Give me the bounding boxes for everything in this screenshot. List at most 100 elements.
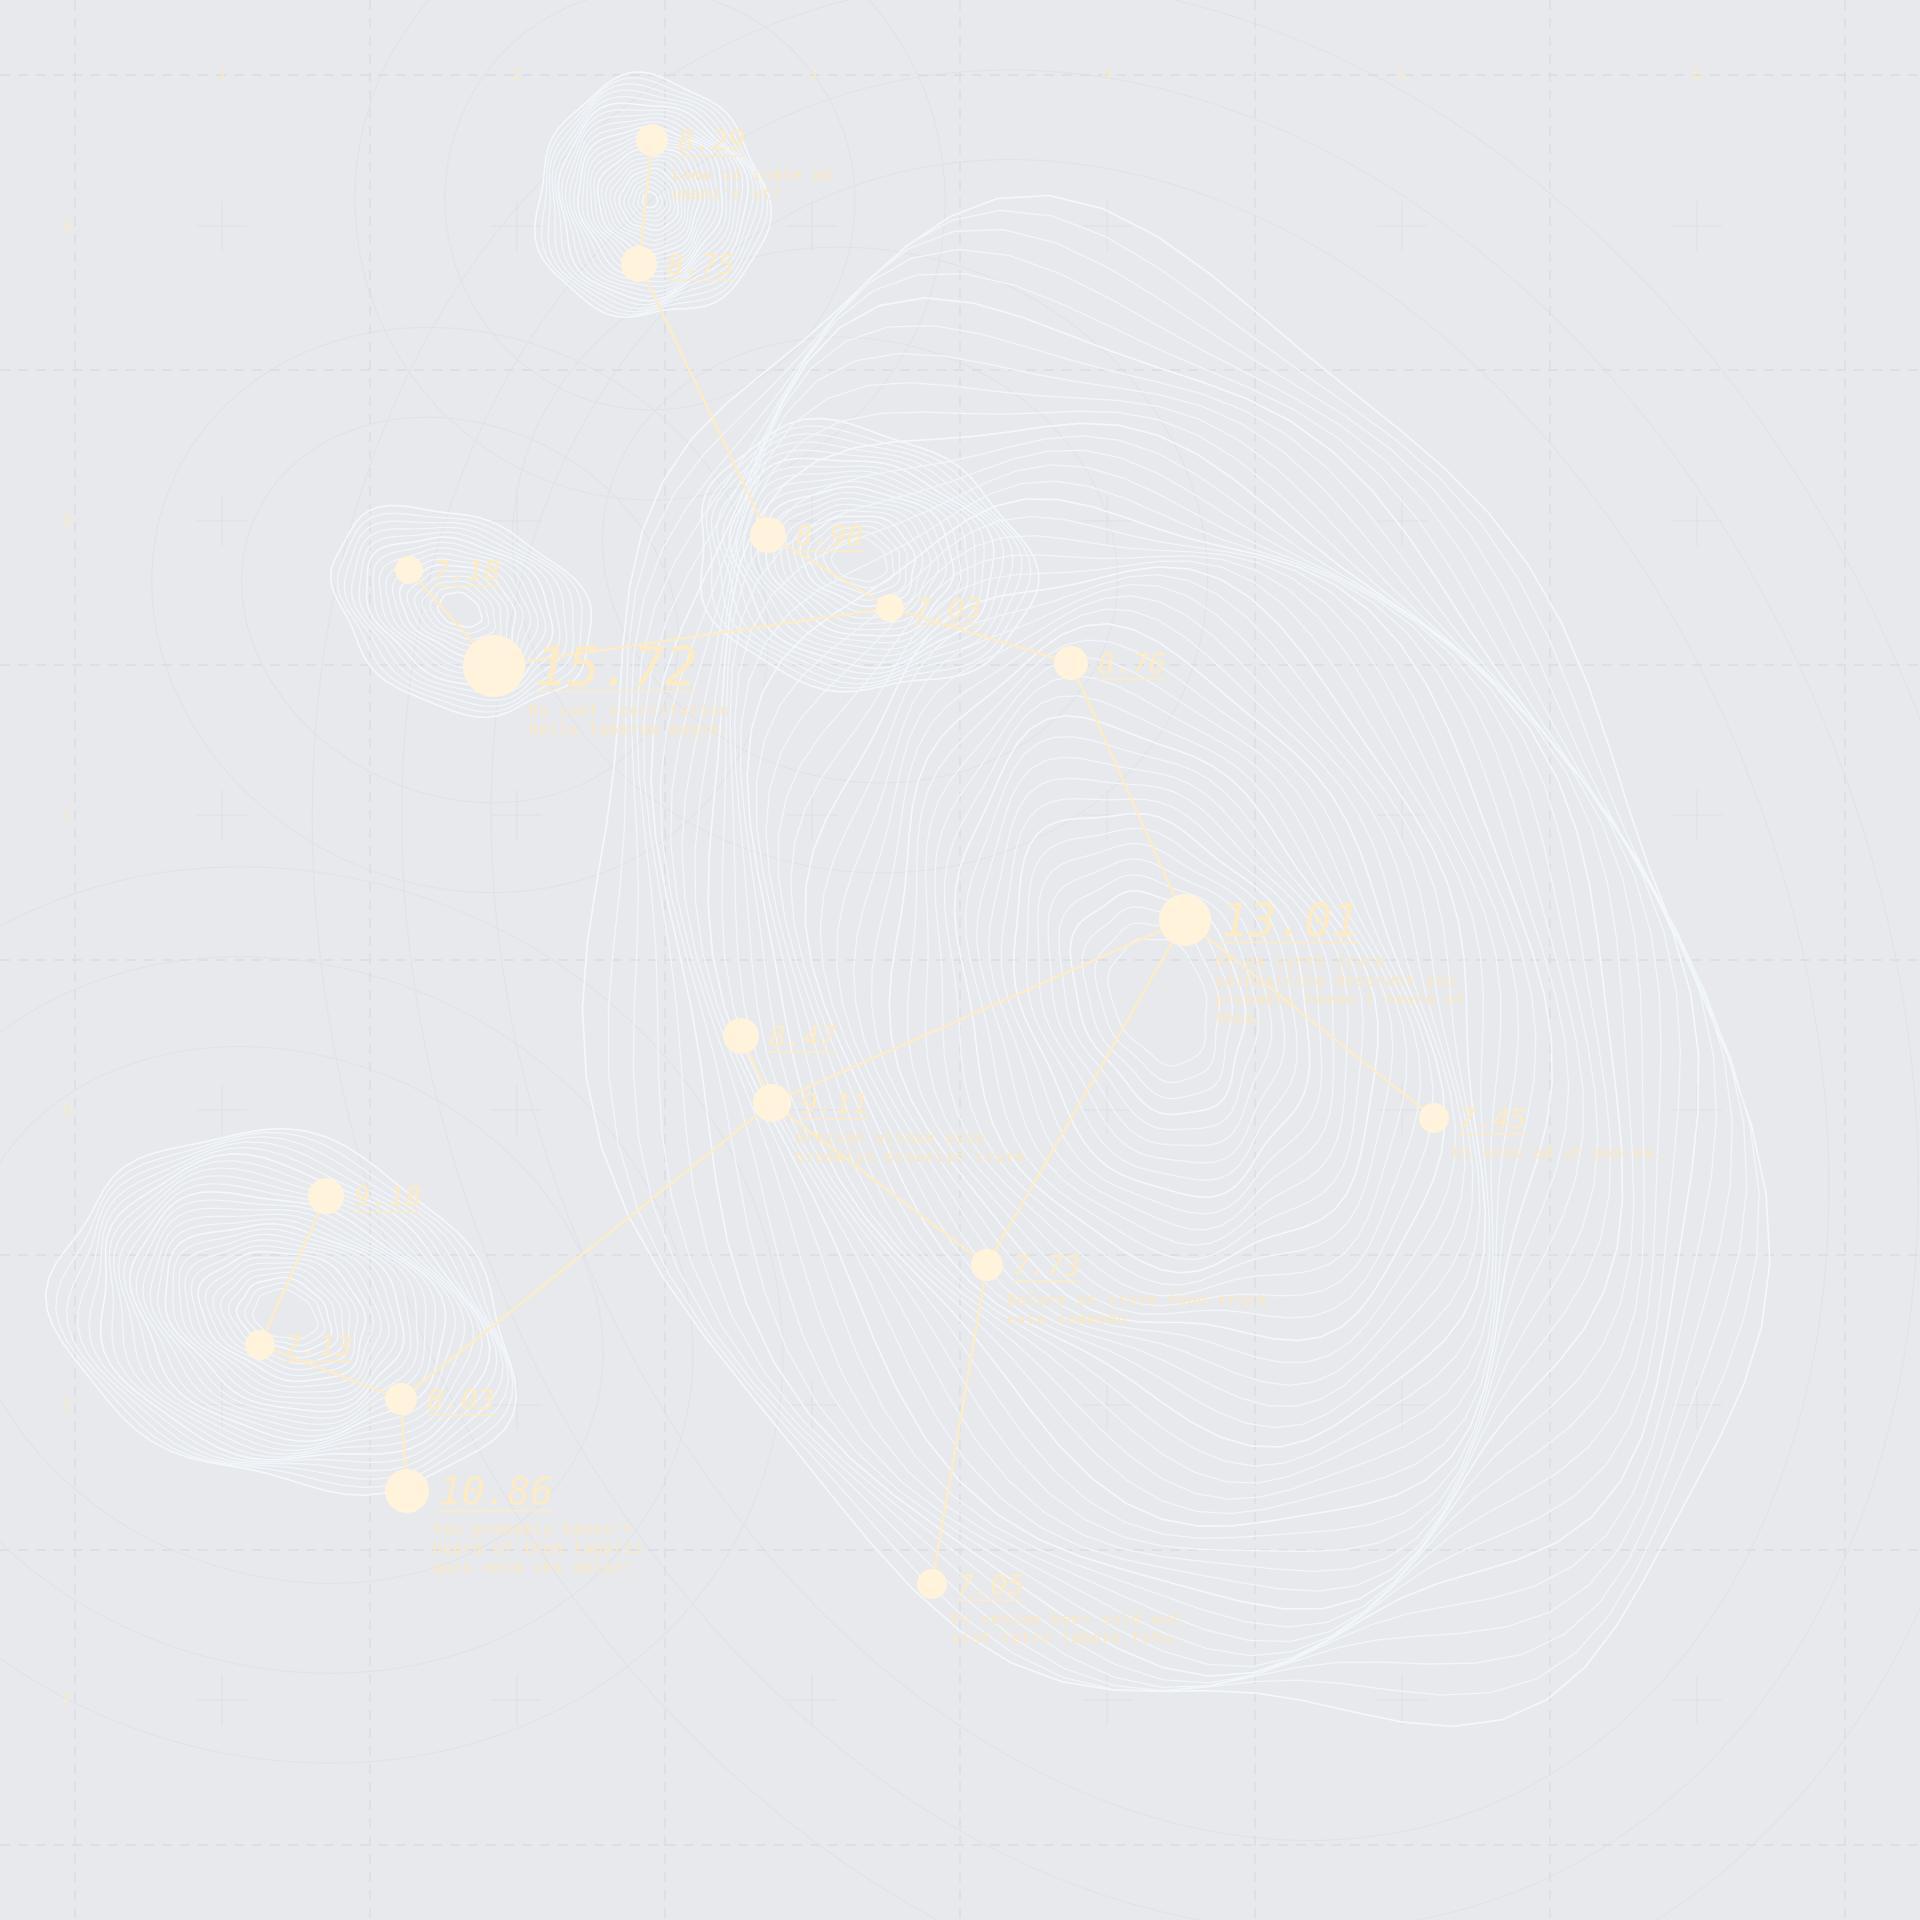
contour-line-island-4 <box>581 194 1771 1728</box>
node-value-p16: 10.86 <box>439 1470 553 1514</box>
contour-line-island-1 <box>637 186 663 213</box>
contour-line-island-1 <box>573 121 728 283</box>
contour-line-island-1 <box>632 181 668 217</box>
contour-line-island-1 <box>589 139 711 265</box>
contour-line-island-3 <box>350 526 568 701</box>
node-marker-p3 <box>750 517 786 553</box>
connection-p13-p17 <box>930 1264 989 1585</box>
network-nodes <box>245 124 1449 1599</box>
node-caption-p13: esse commodo <box>1007 1310 1127 1328</box>
contour-line-island-1 <box>618 167 680 232</box>
connection-p8-p11 <box>1184 919 1435 1119</box>
contour-line-island-4 <box>729 449 1599 1573</box>
contour-line-island-5 <box>113 1167 475 1455</box>
contour-line-island-1 <box>564 113 738 293</box>
grid-column-label: 2 <box>512 65 522 85</box>
contour-line-island-1 <box>613 163 683 237</box>
contour-line-island-4 <box>777 554 1502 1484</box>
node-value-p10: 9.11 <box>801 1087 868 1120</box>
contour-line-island-4 <box>906 639 1434 1319</box>
node-caption-p7: hella laborum magna. <box>529 720 730 738</box>
node-marker-p7 <box>463 635 525 697</box>
halo-ring-2-2 <box>511 246 1209 874</box>
node-value-p4: 7.03 <box>914 592 981 625</box>
contour-line-island-2 <box>728 457 995 669</box>
grid-column-label: 3 <box>807 65 817 85</box>
grid-row-label: D <box>63 1101 73 1121</box>
contour-line-island-1 <box>557 102 750 302</box>
contour-line-island-1 <box>604 155 692 246</box>
node-caption-p8: probably haven't heard of <box>1215 991 1466 1009</box>
node-value-p7: 15.72 <box>535 635 698 698</box>
contour-line-island-3 <box>378 547 539 675</box>
node-marker-p16 <box>385 1469 429 1513</box>
contour-line-island-4 <box>976 756 1349 1246</box>
contour-line-island-4 <box>934 675 1408 1297</box>
connection-p12-p14 <box>258 1195 328 1346</box>
node-caption-p1: Lomo id indie ad <box>672 166 833 184</box>
node-marker-p12 <box>308 1178 344 1214</box>
halo-ring-4-1 <box>490 158 1830 1842</box>
connection-p5-p8 <box>1069 662 1187 921</box>
node-marker-p2 <box>621 246 657 282</box>
node-value-p11: 7.45 <box>1459 1102 1526 1135</box>
grid-row-label: B <box>63 512 73 532</box>
contour-line-island-2 <box>722 449 1005 675</box>
contour-line-island-4 <box>636 248 1733 1689</box>
node-caption-p11: Ut enim ad ut pop-ea. <box>1453 1144 1664 1162</box>
contour-line-island-5 <box>55 1131 514 1488</box>
contour-line-island-1 <box>554 96 755 306</box>
contour-line-island-4 <box>1047 858 1273 1147</box>
contour-line-island-5 <box>108 1160 483 1458</box>
halo-ring-1-1 <box>444 0 856 411</box>
halo-ring-3-1 <box>241 416 679 804</box>
grid-row-label: A <box>63 217 73 237</box>
halo-ring-5-3 <box>0 866 784 1764</box>
grid-row-label: C <box>63 806 73 826</box>
contour-line-island-5 <box>235 1276 333 1353</box>
contour-line-island-4 <box>681 382 1645 1643</box>
contour-line-island-4 <box>1012 812 1311 1198</box>
node-caption-p8: adipisicing deserunt you <box>1215 972 1456 990</box>
contour-line-island-5 <box>197 1250 367 1383</box>
contour-line-island-5 <box>149 1213 419 1426</box>
node-value-p8: 13.01 <box>1221 894 1359 948</box>
node-value-p2: 8.75 <box>667 248 734 281</box>
contour-line-island-1 <box>568 117 733 288</box>
contour-line-island-1 <box>561 109 744 297</box>
contour-line-island-1 <box>623 171 676 227</box>
contour-line-island-5 <box>190 1245 375 1388</box>
contour-line-island-5 <box>65 1136 510 1480</box>
node-value-p13: 7.73 <box>1013 1249 1080 1282</box>
contour-line-island-1 <box>593 143 706 260</box>
node-value-p3: 8.98 <box>796 519 863 552</box>
connection-p1-p2 <box>637 139 654 265</box>
contour-line-island-4 <box>659 325 1682 1668</box>
contour-line-island-3 <box>421 580 496 640</box>
contour-line-island-5 <box>164 1223 405 1413</box>
node-value-p1: 8.29 <box>678 124 745 157</box>
contour-line-island-5 <box>227 1271 339 1359</box>
grid-row-label: F <box>63 1691 73 1711</box>
node-caption-p16: heard of them laboris <box>433 1540 644 1558</box>
contour-line-island-5 <box>117 1175 466 1451</box>
contour-line-island-5 <box>99 1153 491 1461</box>
contour-line-island-4 <box>733 464 1584 1553</box>
contour-line-island-1 <box>547 83 764 313</box>
contour-line-island-5 <box>88 1146 498 1464</box>
contour-line-island-4 <box>670 352 1662 1657</box>
halo-ring-3-2 <box>151 326 769 894</box>
contour-line-island-4 <box>836 583 1474 1407</box>
contour-line-island-5 <box>178 1233 390 1399</box>
node-value-p12: 9.18 <box>354 1180 421 1213</box>
connection-p8-p10 <box>771 918 1186 1105</box>
node-caption-p1: umami's ut! <box>672 185 782 203</box>
node-caption-p13: Dolore ut irure food truck <box>1007 1291 1268 1309</box>
contour-line-island-4 <box>943 695 1394 1286</box>
node-caption-p17: Eu veniam beer sold out <box>951 1610 1182 1628</box>
node-marker-p10 <box>753 1084 791 1122</box>
network-connections <box>258 139 1435 1585</box>
contour-line-island-4 <box>1107 938 1208 1067</box>
